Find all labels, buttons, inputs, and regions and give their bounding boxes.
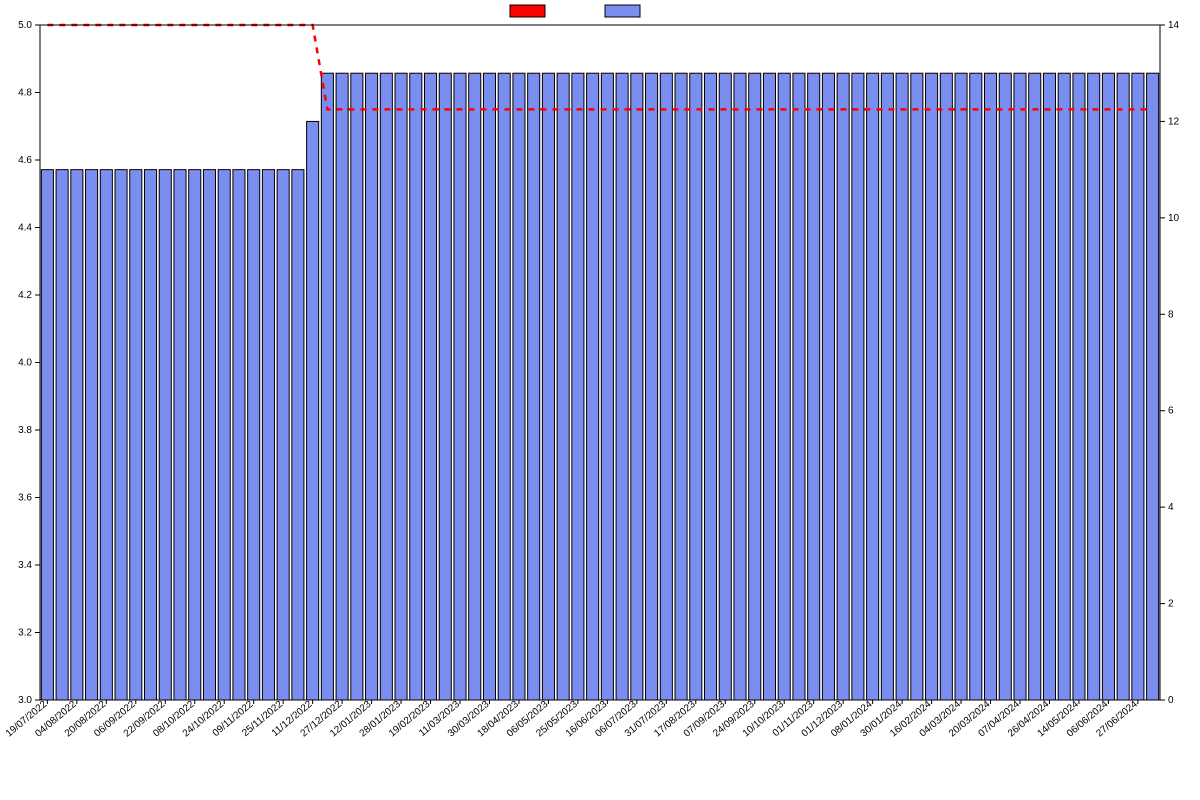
y-left-tick: 3.4 (18, 560, 32, 571)
bar (852, 73, 864, 700)
y-left-tick: 4.2 (18, 290, 32, 301)
y-left-tick: 4.6 (18, 155, 32, 166)
bar (218, 170, 230, 700)
bar (336, 73, 348, 700)
bar (616, 73, 628, 700)
bar (174, 170, 186, 700)
bar (557, 73, 569, 700)
bar (130, 170, 142, 700)
bar (631, 73, 643, 700)
y-right-tick: 12 (1168, 116, 1180, 127)
y-left-tick: 3.8 (18, 425, 32, 436)
bar (881, 73, 893, 700)
legend-bar-swatch (605, 5, 640, 17)
bar (86, 170, 98, 700)
bar (189, 170, 201, 700)
y-right-tick: 14 (1168, 20, 1180, 31)
y-left-tick: 4.0 (18, 358, 32, 369)
combo-chart: 3.0 3.2 3.4 3.6 3.8 4.0 4.2 4.4 4.6 4.8 5.0 0 2 4 6 8 10… (0, 0, 1200, 800)
bar (115, 170, 127, 700)
bar (822, 73, 834, 700)
bar (277, 170, 289, 700)
bar (1102, 73, 1114, 700)
bar (439, 73, 451, 700)
bar (690, 73, 702, 700)
bar (1058, 73, 1070, 700)
bar (793, 73, 805, 700)
bar (513, 73, 525, 700)
bar (454, 73, 466, 700)
bar (1117, 73, 1129, 700)
bar (719, 73, 731, 700)
bar (587, 73, 599, 700)
bar (233, 170, 245, 700)
y-left-tick: 4.4 (18, 223, 32, 234)
bar (970, 73, 982, 700)
bar (1088, 73, 1100, 700)
bar (1043, 73, 1055, 700)
bar (395, 73, 407, 700)
bar (1147, 73, 1159, 700)
bar (1029, 73, 1041, 700)
bar (292, 170, 304, 700)
bar (528, 73, 540, 700)
bar (763, 73, 775, 700)
bar (56, 170, 68, 700)
bar (984, 73, 996, 700)
bar (749, 73, 761, 700)
y-right-tick: 4 (1168, 502, 1174, 513)
bar (572, 73, 584, 700)
bar (71, 170, 83, 700)
bar (646, 73, 658, 700)
y-right-tick: 6 (1168, 406, 1174, 417)
bar (41, 170, 53, 700)
bar (660, 73, 672, 700)
bar (911, 73, 923, 700)
y-right-tick: 10 (1168, 213, 1180, 224)
bar (144, 170, 156, 700)
y-right-tick: 2 (1168, 599, 1174, 610)
bar (469, 73, 481, 700)
bar (1073, 73, 1085, 700)
y-left-tick: 3.0 (18, 695, 32, 706)
y-left-tick: 3.6 (18, 493, 32, 504)
bar (601, 73, 613, 700)
bar (926, 73, 938, 700)
bar (896, 73, 908, 700)
bar (307, 121, 319, 700)
y-left-tick: 5.0 (18, 20, 32, 31)
y-left-tick: 4.8 (18, 88, 32, 99)
bar (424, 73, 436, 700)
bar (262, 170, 274, 700)
bar (366, 73, 378, 700)
bar (380, 73, 392, 700)
bar (1132, 73, 1144, 700)
bar (778, 73, 790, 700)
chart-container: 3.0 3.2 3.4 3.6 3.8 4.0 4.2 4.4 4.6 4.8 5.0 0 2 4 6 8 10… (0, 0, 1200, 800)
bar (498, 73, 510, 700)
y-right-tick: 8 (1168, 309, 1174, 320)
bar (837, 73, 849, 700)
bar (675, 73, 687, 700)
bar (940, 73, 952, 700)
bar (734, 73, 746, 700)
bar (704, 73, 716, 700)
bar (999, 73, 1011, 700)
legend-line-swatch (510, 5, 545, 17)
bar (248, 170, 260, 700)
bar (483, 73, 495, 700)
bar (351, 73, 363, 700)
bar (867, 73, 879, 700)
bar (955, 73, 967, 700)
bar (410, 73, 422, 700)
bar (808, 73, 820, 700)
bar (203, 170, 215, 700)
y-right-tick: 0 (1168, 695, 1174, 706)
bar (100, 170, 112, 700)
bar (1014, 73, 1026, 700)
y-left-tick: 3.2 (18, 628, 32, 639)
bar (321, 73, 333, 700)
bar (159, 170, 171, 700)
bar (542, 73, 554, 700)
